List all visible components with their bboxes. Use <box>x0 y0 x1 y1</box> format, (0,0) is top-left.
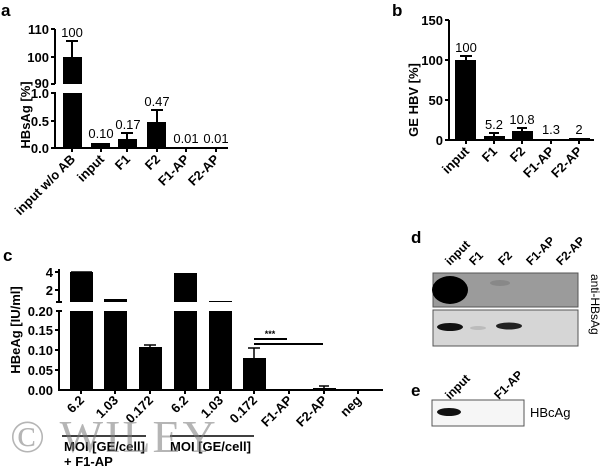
svg-text:2: 2 <box>575 122 582 137</box>
panel-e-lane-labels: input F1-AP <box>442 368 525 402</box>
svg-text:2: 2 <box>46 283 53 298</box>
svg-text:F1: F1 <box>112 152 133 173</box>
svg-text:F2-AP: F2-AP <box>293 392 330 429</box>
panel-a-axes <box>51 28 228 152</box>
panel-b-bars <box>455 55 590 140</box>
panel-c-significance: *** <box>254 329 323 345</box>
svg-text:0.05: 0.05 <box>28 363 53 378</box>
ytick: 100 <box>27 50 49 65</box>
svg-text:input: input <box>442 371 473 402</box>
panel-c-group-labels: MOI [GE/cell] + F1-AP MOI [GE/cell] <box>62 435 254 469</box>
svg-text:0.17: 0.17 <box>115 117 140 132</box>
svg-text:F2-AP: F2-AP <box>553 234 587 268</box>
panel-a-bars <box>63 40 225 148</box>
svg-text:0.01: 0.01 <box>173 131 198 146</box>
svg-text:0.10: 0.10 <box>28 343 53 358</box>
panel-b-xlabels: input F1 F2 F1-AP F2-AP <box>439 143 585 181</box>
panel-letter-d: d <box>411 228 421 247</box>
panel-b-yticks: 150 100 50 0 <box>421 13 443 148</box>
ytick: 0.5 <box>31 114 49 129</box>
panel-d-antibody-label: anti-HBsAg <box>588 274 600 335</box>
panel-letter-e: e <box>411 381 420 400</box>
svg-text:F1-AP: F1-AP <box>491 368 525 402</box>
svg-text:5.2: 5.2 <box>485 117 503 132</box>
svg-text:0: 0 <box>436 133 443 148</box>
svg-text:1.3: 1.3 <box>542 122 560 137</box>
svg-text:input: input <box>442 237 473 268</box>
panel-a-xlabels: input w/o AB input F1 F2 F1-AP F2-AP <box>12 151 223 218</box>
panel-c-ylabel: HBeAg [IU/ml] <box>8 286 23 373</box>
svg-text:0.15: 0.15 <box>28 323 53 338</box>
svg-text:F2: F2 <box>142 152 163 173</box>
svg-text:F1: F1 <box>479 144 500 165</box>
svg-text:+ F1-AP: + F1-AP <box>64 454 113 469</box>
panel-a-yticks: 110 100 90 1.0 0.5 0.0 <box>27 22 49 156</box>
panel-d-blot: anti-HBsAg <box>432 272 600 347</box>
svg-text:0.20: 0.20 <box>28 304 53 319</box>
svg-text:0.172: 0.172 <box>227 393 261 427</box>
svg-text:100: 100 <box>421 53 443 68</box>
svg-text:F1: F1 <box>466 248 486 268</box>
significance-stars: *** <box>265 329 276 339</box>
panel-e-blot: HBcAg <box>431 399 570 427</box>
svg-text:F1-AP: F1-AP <box>155 151 192 188</box>
panel-e-antibody-label: HBcAg <box>530 405 570 420</box>
svg-text:4: 4 <box>46 265 54 280</box>
svg-text:50: 50 <box>429 93 443 108</box>
panel-letter-b: b <box>392 1 402 20</box>
panel-b-ylabel: GE HBV [%] <box>406 63 421 137</box>
panel-letter-c: c <box>3 246 12 265</box>
panel-b-value-labels: 100 5.2 10.8 1.3 2 <box>455 40 582 137</box>
ytick: 0.0 <box>31 141 49 156</box>
svg-text:input: input <box>439 143 473 177</box>
svg-text:F1-AP: F1-AP <box>258 392 295 429</box>
ytick: 110 <box>28 22 49 37</box>
svg-text:F2-AP: F2-AP <box>185 151 222 188</box>
panel-a-ylabel: HBsAg [%] <box>18 81 33 148</box>
svg-text:100: 100 <box>61 25 83 40</box>
svg-text:input w/o AB: input w/o AB <box>12 152 78 218</box>
copyright-watermark: © WILEY <box>10 411 218 462</box>
ytick: 1.0 <box>31 86 49 101</box>
panel-letter-a: a <box>1 1 11 20</box>
panel-c-bars <box>70 271 370 390</box>
panel-d-lane-labels: input F1 F2 F1-AP F2-AP <box>442 234 587 268</box>
svg-text:150: 150 <box>421 13 443 28</box>
svg-text:MOI [GE/cell]: MOI [GE/cell] <box>64 439 145 454</box>
svg-text:10.8: 10.8 <box>509 112 534 127</box>
svg-text:100: 100 <box>455 40 477 55</box>
svg-text:MOI [GE/cell]: MOI [GE/cell] <box>170 439 251 454</box>
panel-a-value-labels: 100 0.10 0.17 0.47 0.01 0.01 <box>61 25 229 146</box>
svg-text:F1-AP: F1-AP <box>523 234 557 268</box>
svg-text:neg: neg <box>337 392 364 419</box>
svg-text:0.47: 0.47 <box>144 94 169 109</box>
svg-text:0.01: 0.01 <box>203 131 228 146</box>
svg-text:F2: F2 <box>495 248 515 268</box>
ytick: 90 <box>35 76 49 91</box>
panel-c-yticks: 4 2 0.20 0.15 0.10 0.05 0.00 <box>28 265 54 398</box>
svg-text:F2-AP: F2-AP <box>548 143 585 180</box>
svg-text:0.00: 0.00 <box>28 383 53 398</box>
svg-text:input: input <box>74 151 108 185</box>
svg-text:0.10: 0.10 <box>88 126 113 141</box>
svg-text:F2: F2 <box>507 144 528 165</box>
